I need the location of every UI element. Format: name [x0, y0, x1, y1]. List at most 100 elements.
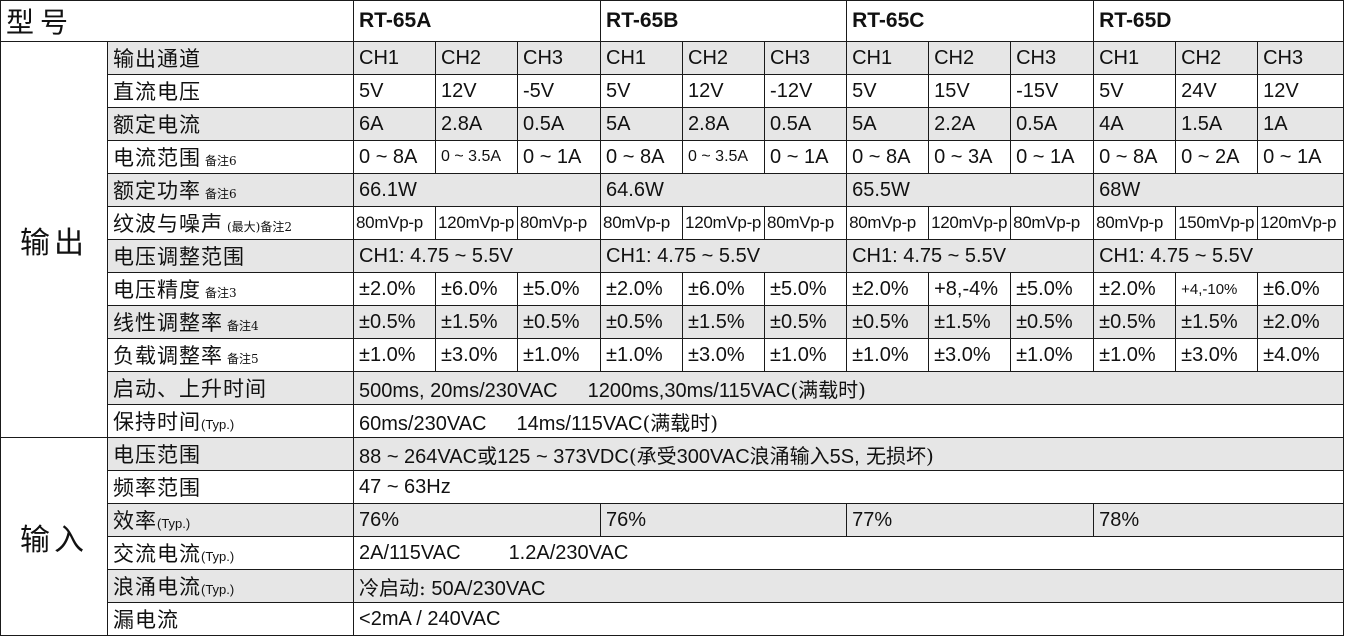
- category-output: 输出: [0, 41, 108, 438]
- cell: ±0.5%: [846, 305, 930, 339]
- cell: ±6.0%: [1257, 272, 1345, 306]
- cell: 0 ~ 8A: [353, 140, 437, 174]
- cell: <2mA / 240VAC: [353, 602, 1345, 636]
- row-label: 纹波与噪声 (最大)备注2: [106, 206, 355, 240]
- row-label: 额定电流: [106, 107, 355, 141]
- cell: 80mVp-p: [1093, 206, 1177, 240]
- row-rated-current: 额定电流 6A 2.8A 0.5A 5A 2.8A 0.5A 5A 2.2A 0…: [1, 107, 1345, 141]
- cell: 5V: [600, 74, 684, 108]
- cell: 80mVp-p: [764, 206, 848, 240]
- cell: +8,-4%: [928, 272, 1012, 306]
- cell: 76%: [353, 503, 602, 537]
- cell: ±1.0%: [353, 338, 437, 372]
- cell: ±2.0%: [1093, 272, 1177, 306]
- cell: 150mVp-p: [1175, 206, 1259, 240]
- row-label: 输出通道: [106, 41, 355, 75]
- cell: 24V: [1175, 74, 1259, 108]
- row-label: 漏电流: [106, 602, 355, 636]
- cell: ±6.0%: [682, 272, 766, 306]
- cell: CH1: 4.75 ~ 5.5V: [600, 239, 848, 273]
- cell: 60ms/230VAC 14ms/115VAC(满载时): [353, 404, 1345, 438]
- value-a: 冷启动:: [359, 575, 426, 600]
- cell: 2.8A: [435, 107, 519, 141]
- cell: ±3.0%: [682, 338, 766, 372]
- row-voltage-tolerance: 电压精度 备注3 ±2.0% ±6.0% ±5.0% ±2.0% ±6.0% ±5…: [1, 272, 1345, 306]
- row-current-range: 电流范围 备注6 0 ~ 8A 0 ~ 3.5A 0 ~ 1A 0 ~ 8A 0 …: [1, 140, 1345, 174]
- cell: 500ms, 20ms/230VAC 1200ms,30ms/115VAC(满载时…: [353, 371, 1345, 405]
- cell: -5V: [517, 74, 602, 108]
- cell: 77%: [846, 503, 1095, 537]
- row-frequency: 频率范围 47 ~ 63Hz: [1, 470, 1345, 504]
- cell: 0 ~ 1A: [517, 140, 602, 174]
- cell: 120mVp-p: [928, 206, 1012, 240]
- category-input: 输入: [0, 437, 108, 636]
- cell: ±0.5%: [353, 305, 437, 339]
- header-row: 型号 RT-65A RT-65B RT-65C RT-65D: [0, 0, 1345, 42]
- cell: ±1.5%: [928, 305, 1012, 339]
- cell: 64.6W: [600, 173, 848, 207]
- cell: 0 ~ 8A: [1093, 140, 1177, 174]
- cell: 5A: [600, 107, 684, 141]
- model-rt65c: RT-65C: [846, 0, 1095, 42]
- cell: 80mVp-p: [600, 206, 684, 240]
- row-label: 额定功率 备注6: [106, 173, 355, 207]
- typ-tag: (Typ.): [201, 549, 235, 564]
- row-input-voltage: 输入 电压范围 88 ~ 264VAC或125 ~ 373VDC(承受300VA…: [0, 437, 1345, 636]
- cell: CH1: [846, 41, 930, 75]
- cell: 88 ~ 264VAC或125 ~ 373VDC(承受300VAC浪涌输入5S,…: [353, 437, 1345, 471]
- value-a: 60ms/230VAC: [359, 412, 487, 435]
- row-label: 电压范围: [106, 437, 355, 471]
- row-load-regulation: 负载调整率 备注5 ±1.0% ±3.0% ±1.0% ±1.0% ±3.0% ±…: [1, 338, 1345, 372]
- value-f: 浪涌输入: [749, 443, 830, 468]
- cell: ±0.5%: [1010, 305, 1095, 339]
- value-b: 1.2A/230VAC: [508, 541, 629, 564]
- cell: ±1.0%: [764, 338, 848, 372]
- cell: 0 ~ 3A: [928, 140, 1012, 174]
- label-text: 交流电流: [113, 542, 201, 566]
- cell: 47 ~ 63Hz: [353, 470, 1345, 504]
- cell: 5A: [846, 107, 930, 141]
- cell: CH2: [682, 41, 766, 75]
- label-text: 保持时间: [113, 410, 201, 434]
- cell: ±4.0%: [1257, 338, 1345, 372]
- cell: ±3.0%: [928, 338, 1012, 372]
- row-efficiency: 效率(Typ.) 76% 76% 77% 78%: [1, 503, 1345, 537]
- cell: 12V: [682, 74, 766, 108]
- model-rt65b: RT-65B: [600, 0, 848, 42]
- cell: 0.5A: [1010, 107, 1095, 141]
- value-c: 125 ~ 373VDC: [497, 445, 629, 468]
- value-c: (满载时): [642, 410, 719, 435]
- cell: 2.2A: [928, 107, 1012, 141]
- cell: CH3: [517, 41, 602, 75]
- cell: CH3: [1010, 41, 1095, 75]
- cell: ±1.0%: [1093, 338, 1177, 372]
- row-leakage: 漏电流 <2mA / 240VAC: [1, 602, 1345, 636]
- label-text: 额定功率: [113, 179, 201, 203]
- cell: ±0.5%: [1093, 305, 1177, 339]
- value-c: (满载时): [790, 377, 866, 402]
- row-label: 直流电压: [106, 74, 355, 108]
- label-text: 效率: [113, 509, 157, 533]
- cell: 80mVp-p: [517, 206, 602, 240]
- model-rt65d: RT-65D: [1093, 0, 1345, 42]
- cell: 12V: [435, 74, 519, 108]
- value-h: 无损坏): [859, 443, 934, 468]
- cell: ±2.0%: [353, 272, 437, 306]
- row-setup-rise: 启动、上升时间 500ms, 20ms/230VAC 1200ms,30ms/11…: [1, 371, 1345, 405]
- cell: CH1: [1093, 41, 1177, 75]
- value-d: (承受: [628, 443, 677, 468]
- typ-tag: (Typ.): [201, 582, 235, 597]
- cell: ±3.0%: [1175, 338, 1259, 372]
- row-label: 浪涌电流(Typ.): [106, 569, 355, 603]
- cell: 68W: [1093, 173, 1345, 207]
- cell: 0 ~ 8A: [846, 140, 930, 174]
- cell: 5V: [353, 74, 437, 108]
- cell: -15V: [1010, 74, 1095, 108]
- cell: 0.5A: [517, 107, 602, 141]
- note-ref: 备注2: [260, 220, 293, 234]
- row-label: 效率(Typ.): [106, 503, 355, 537]
- row-label: 电压调整范围: [106, 239, 355, 273]
- label-text: 负载调整率: [113, 344, 223, 368]
- cell: ±1.0%: [600, 338, 684, 372]
